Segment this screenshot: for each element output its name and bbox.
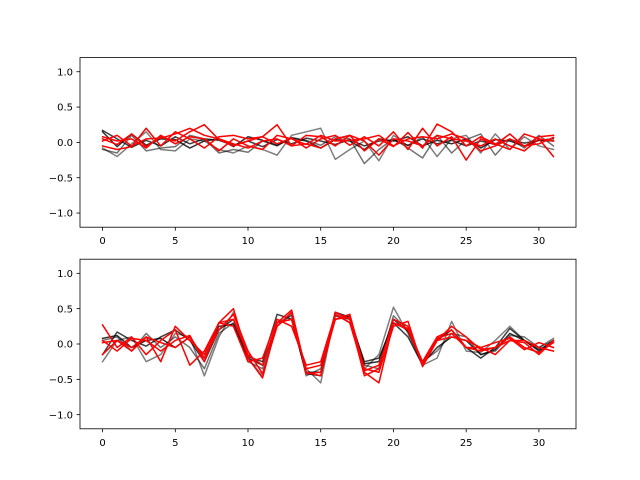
bottom-series-line-8 <box>101 311 555 375</box>
svg-text:−0.5: −0.5 <box>49 375 73 386</box>
svg-text:25: 25 <box>460 236 473 247</box>
top-series-line-8 <box>101 127 555 156</box>
svg-text:30: 30 <box>533 236 546 247</box>
svg-text:−1.0: −1.0 <box>49 209 73 220</box>
svg-text:5: 5 <box>172 236 178 247</box>
top-x-tick-20: 20 <box>387 227 400 247</box>
svg-text:25: 25 <box>460 438 473 449</box>
bottom-series-line-6 <box>101 313 555 384</box>
svg-text:0.5: 0.5 <box>57 304 73 315</box>
bottom-axes-frame <box>79 258 577 430</box>
top-axes-frame <box>79 57 577 228</box>
bottom-series-group <box>101 306 555 384</box>
bottom-series-line-7 <box>101 316 555 372</box>
bottom-x-tick-30: 30 <box>533 428 546 449</box>
svg-text:30: 30 <box>533 438 546 449</box>
bottom-x-tick-25: 25 <box>460 428 473 449</box>
top-series-line-5 <box>101 123 555 158</box>
svg-text:15: 15 <box>314 438 327 449</box>
top-x-tick-0: 0 <box>99 227 106 247</box>
svg-text:20: 20 <box>387 236 400 247</box>
svg-text:5: 5 <box>172 438 178 449</box>
top-series-line-7 <box>101 133 555 152</box>
top-x-tick-25: 25 <box>460 227 473 247</box>
svg-text:0: 0 <box>99 438 105 449</box>
svg-text:1.0: 1.0 <box>57 269 73 280</box>
bottom-y-tick-05: 0.5 <box>57 304 80 315</box>
bottom-x-tick-10: 10 <box>242 428 255 449</box>
bottom-x-tick-15: 15 <box>314 428 327 449</box>
top-line-chart: 0 5 10 15 20 25 30 −1.0 −0.5 0.0 0.5 1.0 <box>49 57 577 247</box>
top-y-tick-05: 0.5 <box>57 103 80 114</box>
bottom-x-tick-0: 0 <box>99 428 106 449</box>
svg-text:10: 10 <box>242 236 255 247</box>
svg-text:20: 20 <box>387 438 400 449</box>
top-y-tick-neg05: −0.5 <box>49 173 80 184</box>
svg-text:0.0: 0.0 <box>57 340 73 351</box>
bottom-y-tick-1: 1.0 <box>57 269 80 280</box>
bottom-axis-ticks: 0 5 10 15 20 25 30 −1.0 −0.5 0.0 0.5 1.0 <box>49 269 546 449</box>
top-y-tick-0: 0.0 <box>57 138 80 149</box>
top-y-tick-neg1: −1.0 <box>49 209 80 220</box>
top-x-tick-30: 30 <box>533 227 546 247</box>
svg-text:1.0: 1.0 <box>57 67 73 78</box>
bottom-x-tick-5: 5 <box>172 428 178 449</box>
svg-text:−1.0: −1.0 <box>49 410 73 421</box>
svg-text:0: 0 <box>99 236 105 247</box>
bottom-y-tick-0: 0.0 <box>57 340 80 351</box>
top-axis-ticks: 0 5 10 15 20 25 30 −1.0 −0.5 0.0 0.5 1.0 <box>49 67 546 247</box>
bottom-line-chart: 0 5 10 15 20 25 30 −1.0 −0.5 0.0 0.5 1.0 <box>49 258 577 449</box>
top-y-tick-1: 1.0 <box>57 67 80 78</box>
svg-text:10: 10 <box>242 438 255 449</box>
top-x-tick-15: 15 <box>314 227 327 247</box>
bottom-x-tick-20: 20 <box>387 428 400 449</box>
svg-text:0.5: 0.5 <box>57 103 73 114</box>
bottom-y-tick-neg1: −1.0 <box>49 410 80 421</box>
svg-text:−0.5: −0.5 <box>49 173 73 184</box>
svg-text:0.0: 0.0 <box>57 138 73 149</box>
top-series-group <box>101 123 555 165</box>
bottom-y-tick-neg05: −0.5 <box>49 375 80 386</box>
top-x-tick-10: 10 <box>242 227 255 247</box>
svg-text:15: 15 <box>314 236 327 247</box>
top-x-tick-5: 5 <box>172 227 178 247</box>
